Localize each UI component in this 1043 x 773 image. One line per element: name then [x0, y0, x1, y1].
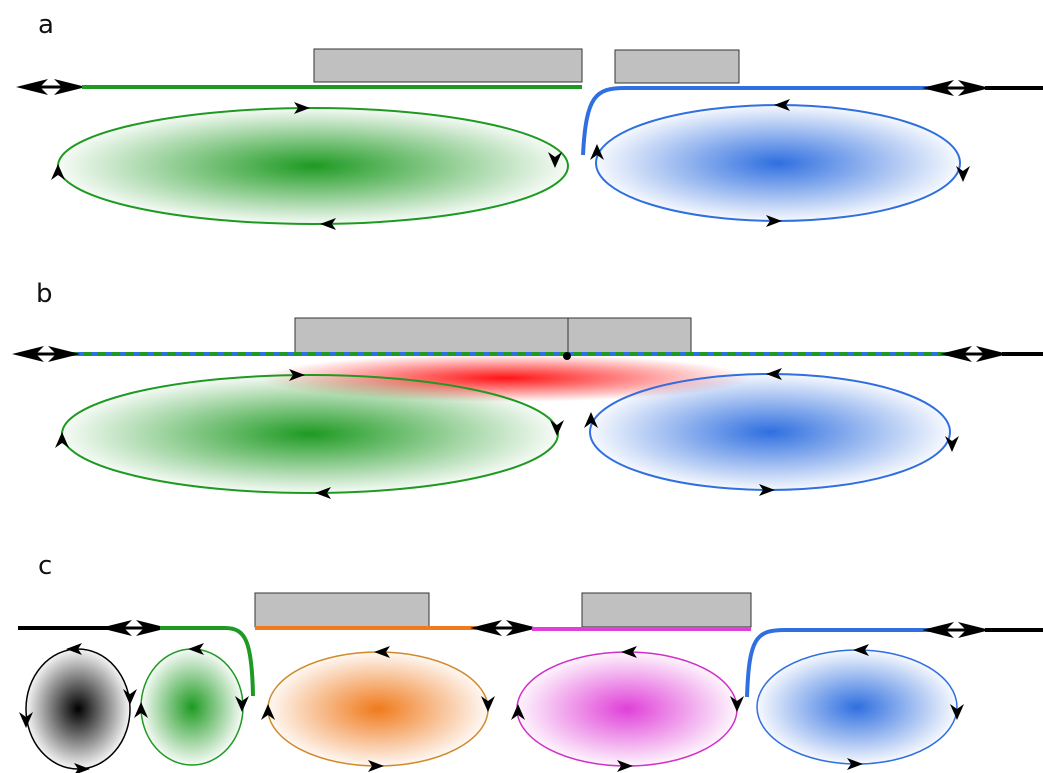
- electron-droplet-blue: [589, 373, 951, 491]
- flow-arrow-icon: [759, 484, 775, 496]
- flow-arrow-icon: [766, 215, 782, 227]
- flow-arrow-icon: [511, 704, 525, 720]
- flow-arrow-icon: [774, 99, 790, 111]
- flow-arrow-icon: [188, 643, 204, 655]
- flow-arrow-icon: [550, 420, 564, 436]
- flow-arrow-icon: [19, 712, 33, 728]
- edge-channel-blue: [581, 86, 930, 156]
- gate-left: [313, 48, 583, 83]
- edge-channel-green: [160, 626, 255, 697]
- panel-a: a: [16, 10, 1043, 230]
- electron-droplet-black: [25, 648, 131, 770]
- flow-arrow-icon: [261, 704, 275, 720]
- flow-arrow-icon: [853, 644, 869, 656]
- gate-right: [567, 317, 692, 355]
- double-arrow-icon: [940, 346, 1043, 362]
- junction-point: [563, 352, 571, 360]
- gate-left: [254, 592, 430, 628]
- flow-arrow-icon: [66, 643, 82, 655]
- flow-arrow-icon: [956, 166, 970, 182]
- flow-arrow-icon: [847, 758, 863, 770]
- flow-arrow-icon: [481, 696, 495, 712]
- flow-arrow-icon: [51, 164, 65, 180]
- flow-arrow-icon: [289, 369, 305, 381]
- electron-droplet-blue: [756, 649, 958, 765]
- electron-droplet-magenta: [516, 651, 738, 767]
- flow-arrow-icon: [621, 646, 637, 658]
- panel-b: b: [12, 279, 1043, 499]
- gate-right: [581, 592, 752, 628]
- flow-arrow-icon: [766, 368, 782, 380]
- panel-label-a: a: [38, 10, 54, 40]
- flow-arrow-icon: [374, 646, 390, 658]
- gate-right: [614, 49, 740, 84]
- gate-left: [294, 317, 569, 355]
- flow-arrow-icon: [950, 704, 964, 720]
- flow-arrow-icon: [55, 432, 69, 448]
- double-arrow-icon: [16, 79, 86, 95]
- panel-label-c: c: [38, 551, 52, 581]
- electron-droplet-blue: [595, 104, 961, 222]
- edge-channel-blue: [745, 628, 930, 698]
- flow-arrow-icon: [548, 152, 562, 168]
- flow-arrow-icon: [590, 144, 604, 160]
- flow-arrow-icon: [584, 412, 598, 428]
- flow-arrow-icon: [294, 102, 310, 114]
- flow-arrow-icon: [730, 696, 744, 712]
- flow-arrow-icon: [74, 763, 90, 773]
- flow-arrow-icon: [320, 218, 336, 230]
- flow-arrow-icon: [945, 436, 959, 452]
- edge-channel-merged: [70, 352, 950, 356]
- flow-arrow-icon: [315, 487, 331, 499]
- electron-droplet-green: [61, 374, 559, 494]
- double-arrow-icon: [12, 346, 80, 362]
- double-arrow-icon: [100, 620, 168, 636]
- flow-arrow-icon: [134, 702, 148, 718]
- electron-droplet-green: [140, 648, 244, 766]
- flow-arrow-icon: [617, 760, 633, 772]
- panel-c: c: [18, 551, 1043, 773]
- flow-arrow-icon: [123, 689, 137, 705]
- double-arrow-icon: [470, 620, 538, 636]
- flow-arrow-icon: [235, 696, 249, 712]
- double-arrow-icon: [922, 80, 1043, 96]
- flow-arrow-icon: [368, 760, 384, 772]
- panel-label-b: b: [36, 279, 53, 309]
- electron-droplet-orange: [267, 651, 489, 767]
- double-arrow-icon: [922, 622, 1043, 638]
- electron-droplet-green: [57, 107, 569, 225]
